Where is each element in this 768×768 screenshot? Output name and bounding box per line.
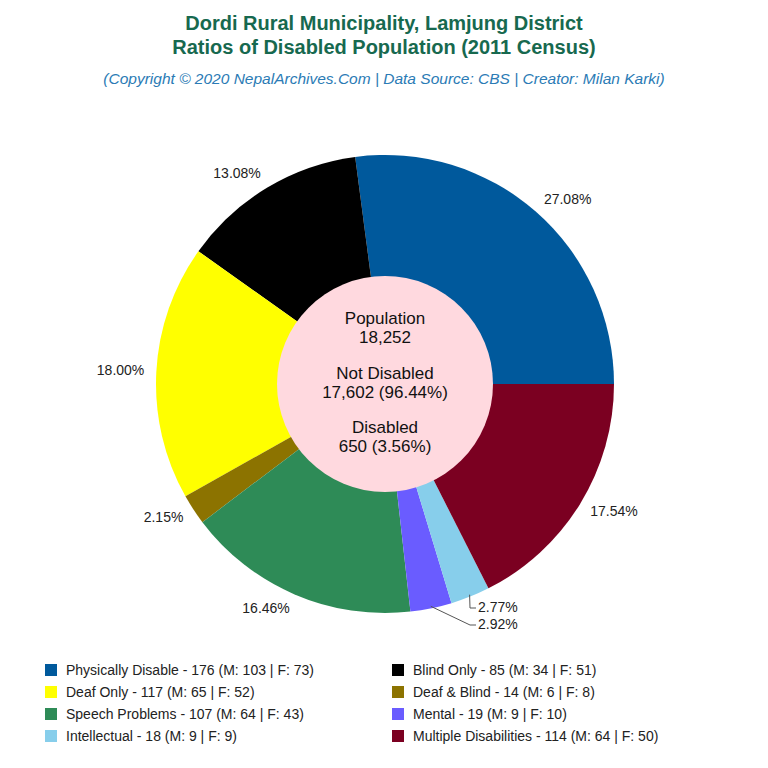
data-label: 18.00%: [97, 362, 144, 378]
legend-swatch: [392, 730, 404, 742]
center-label: 17,602 (96.44%): [322, 383, 448, 402]
title: Dordi Rural Municipality, Lamjung Distri…: [185, 12, 583, 34]
legend-swatch: [45, 708, 57, 720]
legend-swatch: [45, 664, 57, 676]
legend-label: Speech Problems - 107 (M: 64 | F: 43): [66, 706, 304, 722]
legend: Physically Disable - 176 (M: 103 | F: 73…: [45, 662, 658, 744]
legend-swatch: [392, 686, 404, 698]
leader-line: [470, 595, 476, 608]
legend-swatch: [45, 730, 57, 742]
title: Ratios of Disabled Population (2011 Cens…: [172, 36, 595, 58]
legend-label: Physically Disable - 176 (M: 103 | F: 73…: [66, 662, 314, 678]
data-label: 27.08%: [544, 191, 591, 207]
center-label: 18,252: [359, 328, 411, 347]
center-label: Disabled: [352, 418, 418, 437]
leader-line: [431, 606, 476, 625]
legend-swatch: [392, 664, 404, 676]
data-label: 2.77%: [478, 599, 518, 615]
center-disc: [277, 276, 493, 492]
data-labels: 27.08% 13.08% 18.00% 2.15% 16.46% 17.54% 2.77%…: [97, 165, 638, 632]
center-label: Not Disabled: [336, 364, 433, 383]
center-label: Population: [345, 309, 425, 328]
legend-label: Deaf & Blind - 14 (M: 6 | F: 8): [413, 684, 595, 700]
legend-swatch: [45, 686, 57, 698]
data-label: 2.92%: [478, 616, 518, 632]
legend-label: Multiple Disabilities - 114 (M: 64 | F: …: [413, 728, 658, 744]
legend-label: Mental - 19 (M: 9 | F: 10): [413, 706, 567, 722]
slices: [156, 155, 614, 613]
legend-label: Deaf Only - 117 (M: 65 | F: 52): [66, 684, 255, 700]
data-label: 13.08%: [213, 165, 260, 181]
data-label: 16.46%: [242, 600, 289, 616]
legend-label: Blind Only - 85 (M: 34 | F: 51): [413, 662, 596, 678]
center-label: 650 (3.56%): [339, 437, 432, 456]
legend-swatch: [392, 708, 404, 720]
data-label: 2.15%: [144, 509, 184, 525]
data-label: 17.54%: [590, 503, 637, 519]
subtitle: (Copyright © 2020 NepalArchives.Com | Da…: [103, 70, 664, 87]
legend-label: Intellectual - 18 (M: 9 | F: 9): [66, 728, 237, 744]
chart: Dordi Rural Municipality, Lamjung Distri…: [0, 0, 768, 768]
